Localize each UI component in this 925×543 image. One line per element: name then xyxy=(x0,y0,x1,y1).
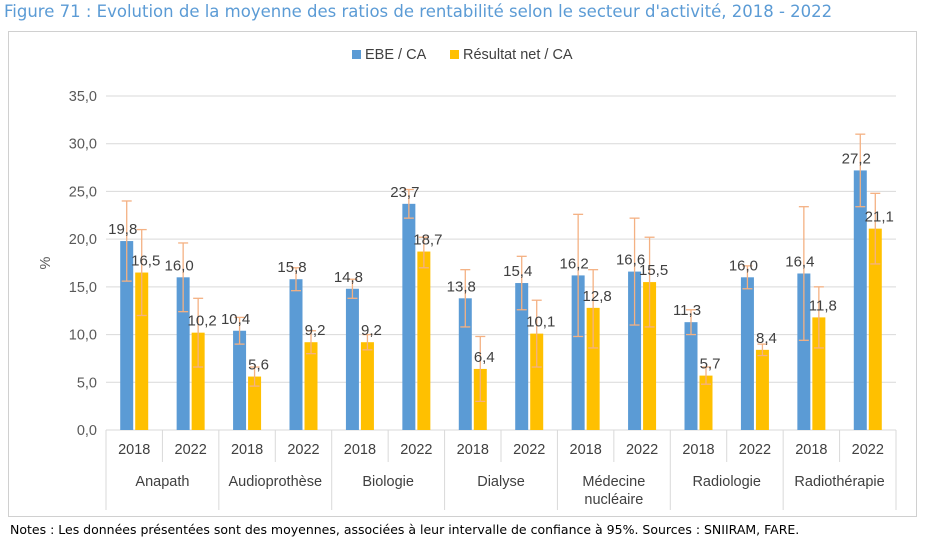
bar-ebe-ca xyxy=(628,271,642,430)
bar-resultat-net-ca xyxy=(755,349,769,430)
x-year-label: 2018 xyxy=(570,442,602,458)
x-year-label: 2018 xyxy=(682,442,714,458)
y-tick-label: 5,0 xyxy=(77,375,97,391)
figure-notes: Notes : Les données présentées sont des … xyxy=(10,522,800,537)
bar-ebe-ca xyxy=(797,273,811,430)
data-label-resultat-net-ca: 10,1 xyxy=(526,314,555,331)
x-category-label: Radiothérapie xyxy=(794,474,884,490)
y-tick-label: 10,0 xyxy=(69,328,97,344)
data-label-ebe-ca: 16,4 xyxy=(785,253,814,270)
data-label-resultat-net-ca: 9,2 xyxy=(361,322,382,339)
x-year-label: 2018 xyxy=(457,442,489,458)
x-year-label: 2022 xyxy=(626,442,658,458)
data-label-ebe-ca: 27,2 xyxy=(842,150,871,167)
data-label-ebe-ca: 11,3 xyxy=(673,302,701,319)
data-label-resultat-net-ca: 21,1 xyxy=(865,209,894,226)
data-label-ebe-ca: 15,8 xyxy=(277,259,306,276)
bar-resultat-net-ca xyxy=(812,317,826,430)
chart-area: 0,0 5,0 10,0 15,0 20,0 25,0 30,0 35,0% 19,8 16,5 2… xyxy=(8,31,917,517)
x-year-label: 2022 xyxy=(175,442,207,458)
bar-resultat-net-ca xyxy=(868,228,882,430)
x-category-label: Audioprothèse xyxy=(229,474,323,490)
data-label-ebe-ca: 16,0 xyxy=(165,257,194,274)
x-year-label: 2018 xyxy=(118,442,150,458)
x-category-label: Anapath xyxy=(135,474,189,490)
x-year-label: 2022 xyxy=(400,442,432,458)
bar-ebe-ca xyxy=(853,170,867,431)
data-label-resultat-net-ca: 12,8 xyxy=(583,288,612,305)
y-axis-label: % xyxy=(38,256,54,269)
y-tick-label: 35,0 xyxy=(69,89,97,105)
bar-resultat-net-ca xyxy=(191,332,205,430)
x-category-label: Biologie xyxy=(362,474,414,490)
x-year-label: 2022 xyxy=(739,442,771,458)
data-label-resultat-net-ca: 10,2 xyxy=(188,313,217,330)
legend-swatch-resultat-net-ca xyxy=(450,50,459,59)
x-category-label: Dialyse xyxy=(477,474,525,490)
data-label-ebe-ca: 19,8 xyxy=(108,221,137,238)
data-label-ebe-ca: 15,4 xyxy=(503,263,532,280)
y-tick-label: 25,0 xyxy=(69,184,97,200)
bar-resultat-net-ca xyxy=(304,342,318,430)
data-label-resultat-net-ca: 5,7 xyxy=(700,356,721,373)
data-label-ebe-ca: 14,8 xyxy=(334,269,363,286)
bar-resultat-net-ca xyxy=(586,307,600,430)
bar-ebe-ca xyxy=(515,283,529,430)
legend-label-ebe-ca: EBE / CA xyxy=(365,47,427,63)
bar-ebe-ca xyxy=(345,288,359,430)
bar-resultat-net-ca xyxy=(643,282,657,430)
data-label-ebe-ca: 10,4 xyxy=(221,311,250,328)
bar-ebe-ca xyxy=(458,298,472,430)
data-label-ebe-ca: 16,0 xyxy=(729,257,758,274)
y-tick-label: 15,0 xyxy=(69,280,97,296)
bar-resultat-net-ca xyxy=(248,376,262,430)
bar-chart: 0,0 5,0 10,0 15,0 20,0 25,0 30,0 35,0% 19,8 16,5 2… xyxy=(38,47,897,510)
data-label-resultat-net-ca: 6,4 xyxy=(474,349,495,366)
data-label-ebe-ca: 13,8 xyxy=(447,278,476,295)
data-label-resultat-net-ca: 9,2 xyxy=(305,322,326,339)
bar-ebe-ca xyxy=(740,277,754,430)
bar-resultat-net-ca xyxy=(699,375,713,430)
y-tick-label: 20,0 xyxy=(69,232,97,248)
bar-ebe-ca xyxy=(120,241,134,430)
bar-ebe-ca xyxy=(571,275,585,430)
x-year-label: 2022 xyxy=(852,442,884,458)
x-category-label: Médecine xyxy=(582,474,645,490)
bar-ebe-ca xyxy=(176,277,190,430)
legend-label-resultat-net-ca: Résultat net / CA xyxy=(463,47,573,63)
bar-ebe-ca xyxy=(233,330,247,430)
x-category-label: Radiologie xyxy=(692,474,761,490)
bar-resultat-net-ca xyxy=(135,272,149,430)
bar-resultat-net-ca xyxy=(360,342,374,430)
data-label-resultat-net-ca: 15,5 xyxy=(639,262,668,279)
x-category-label: nucléaire xyxy=(584,492,643,508)
data-label-ebe-ca: 16,6 xyxy=(616,252,645,269)
bar-resultat-net-ca xyxy=(530,333,544,430)
y-tick-label: 0,0 xyxy=(77,423,97,439)
bar-ebe-ca xyxy=(684,322,698,430)
x-year-label: 2022 xyxy=(513,442,545,458)
bar-ebe-ca xyxy=(289,279,303,430)
x-year-label: 2018 xyxy=(344,442,376,458)
y-tick-label: 30,0 xyxy=(69,137,97,153)
legend-swatch-ebe-ca xyxy=(352,50,361,59)
data-label-resultat-net-ca: 18,7 xyxy=(413,232,442,249)
bar-ebe-ca xyxy=(402,203,416,430)
data-label-resultat-net-ca: 8,4 xyxy=(756,330,777,347)
data-label-resultat-net-ca: 5,6 xyxy=(248,357,269,374)
data-label-ebe-ca: 16,2 xyxy=(560,255,589,272)
data-label-resultat-net-ca: 16,5 xyxy=(131,253,160,270)
x-year-label: 2022 xyxy=(287,442,319,458)
data-label-resultat-net-ca: 11,8 xyxy=(809,297,837,314)
figure-title: Figure 71 : Evolution de la moyenne des … xyxy=(4,2,833,21)
x-year-label: 2018 xyxy=(795,442,827,458)
bar-resultat-net-ca xyxy=(417,251,431,430)
data-label-ebe-ca: 23,7 xyxy=(390,184,419,201)
x-year-label: 2018 xyxy=(231,442,263,458)
